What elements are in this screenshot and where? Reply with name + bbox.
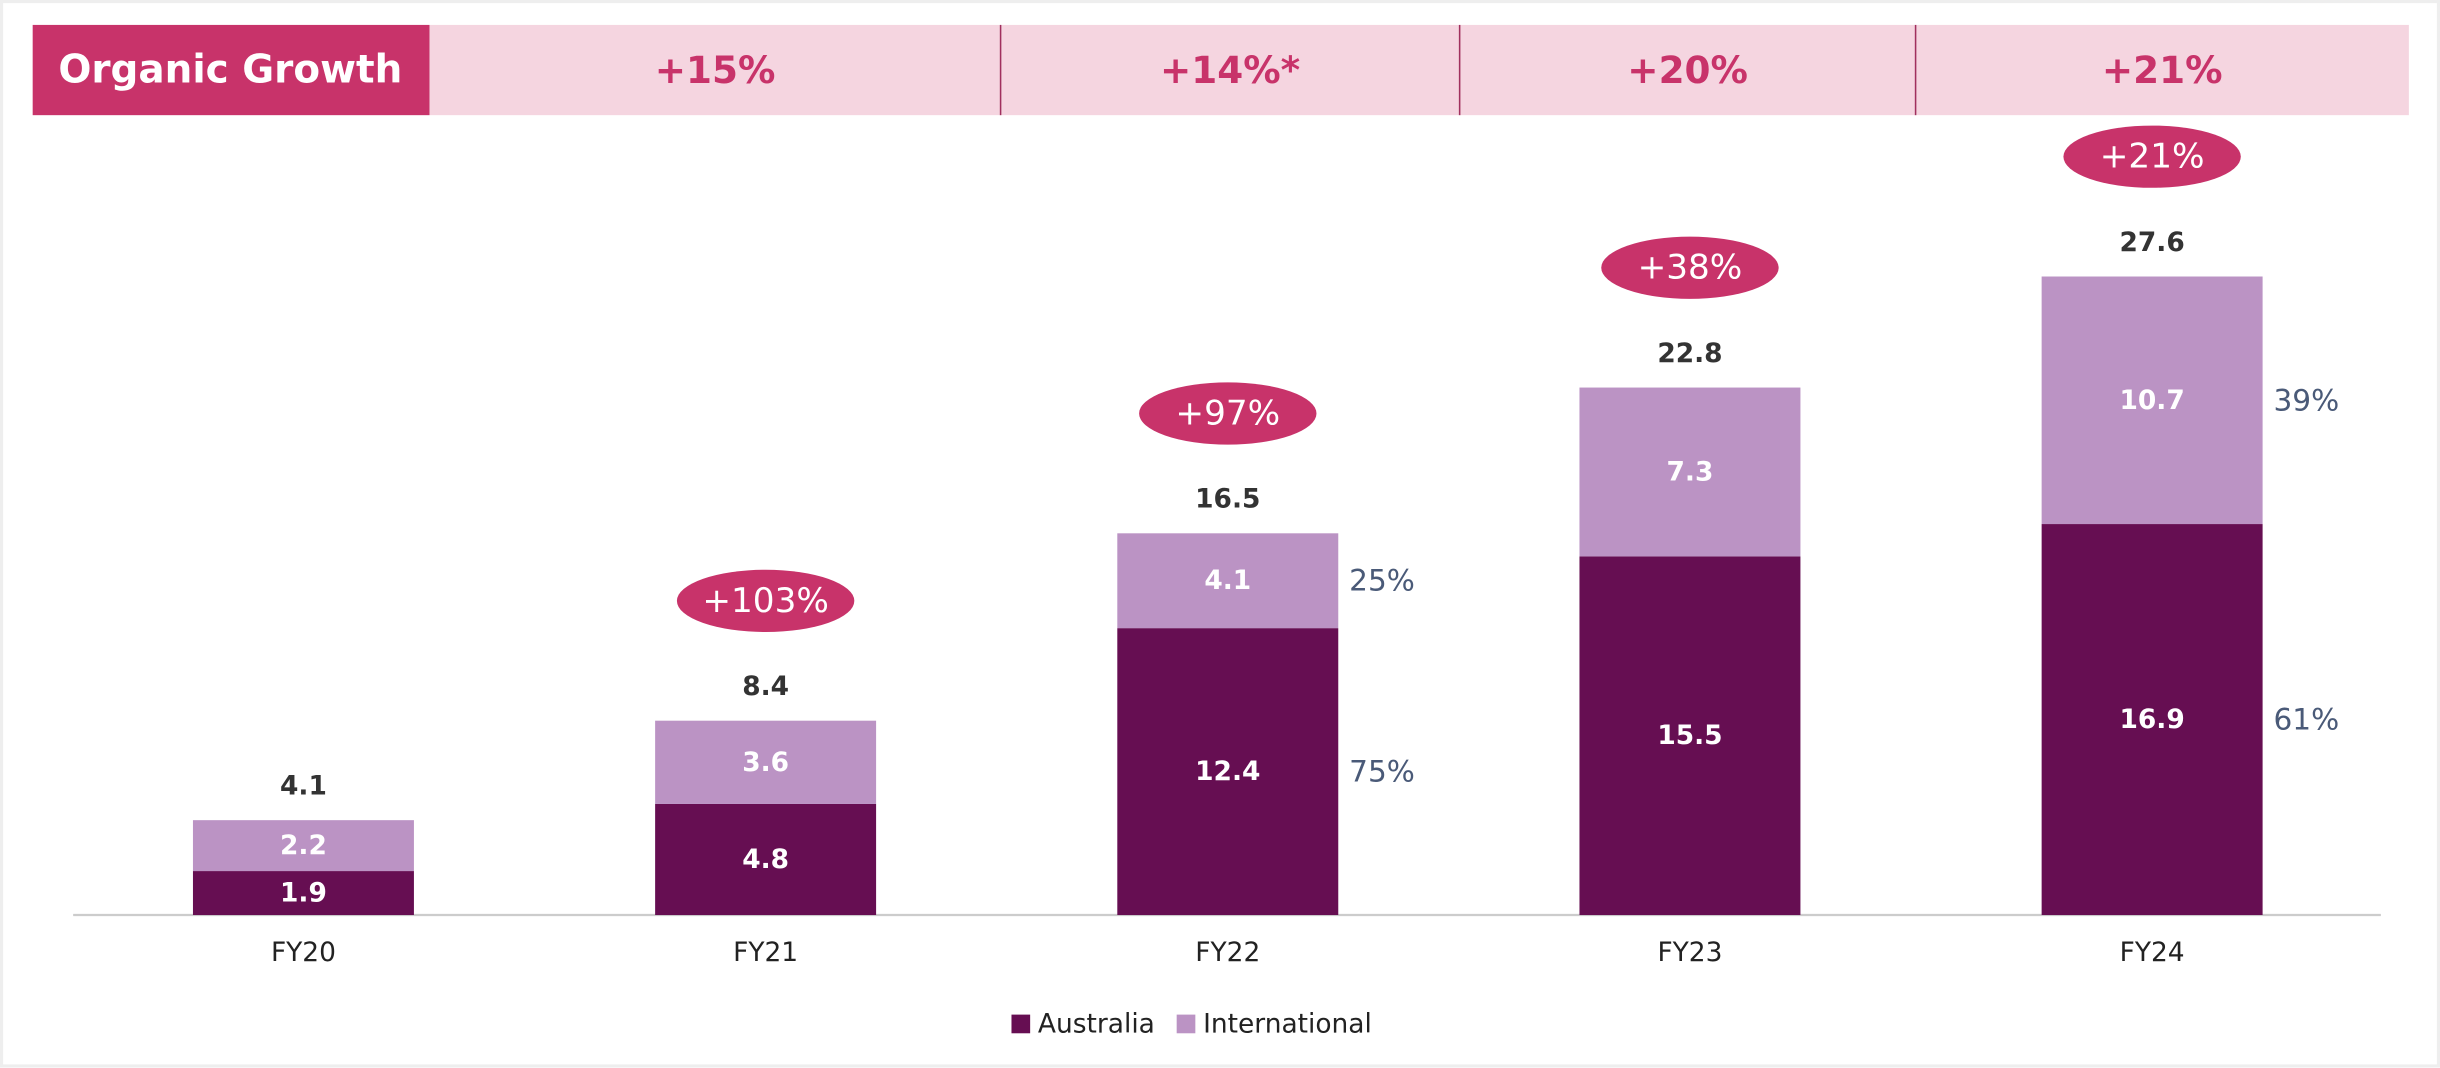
bar-segment [1117,533,1339,629]
total-label: 4.1 [280,770,327,801]
growth-bubble [676,569,855,632]
share-label: 25% [1349,564,1415,598]
legend-swatch [1011,1014,1031,1034]
growth-label: +21% [2100,137,2205,177]
legend-swatch [1176,1014,1196,1034]
share-label: 39% [2273,383,2339,417]
segment-label: 7.3 [1667,456,1714,487]
growth-bubble [1601,236,1779,299]
header-value: +21% [2102,48,2223,92]
share-label: 61% [2273,703,2339,737]
bar-segment [655,803,877,916]
total-label: 27.6 [2120,227,2185,258]
bar-segment [1579,387,1801,557]
growth-label: +97% [1175,393,1280,433]
segment-label: 4.8 [742,844,789,875]
total-label: 16.5 [1195,484,1260,515]
growth-label: +38% [1638,248,1743,288]
x-tick-label: FY24 [2120,937,2185,968]
bar-segment [192,820,414,872]
header-band [429,24,2409,116]
growth-label: +103% [702,581,828,621]
segment-label: 12.4 [1195,756,1260,787]
segment-label: 16.9 [2120,704,2185,735]
total-label: 22.8 [1657,338,1722,369]
header-value: +14%* [1160,48,1300,92]
header-label: Organic Growth [58,48,402,93]
segment-label: 3.6 [742,747,789,778]
legend-label: Australia [1038,1008,1155,1039]
header-value: +20% [1627,48,1748,92]
bar-segment [192,871,414,916]
growth-bubble [2063,125,2241,188]
segment-label: 15.5 [1657,720,1722,751]
x-tick-label: FY23 [1657,937,1722,968]
bar-segment [655,720,877,804]
segment-label: 1.9 [280,878,327,909]
bar-segment [1117,628,1339,916]
bar-segment [1579,556,1801,916]
x-tick-label: FY20 [271,937,336,968]
bar-segment [2041,276,2263,525]
segment-label: 10.7 [2120,385,2185,416]
share-label: 75% [1349,755,1415,789]
x-tick-label: FY22 [1195,937,1260,968]
header-value: +15% [655,48,776,92]
x-tick-label: FY21 [733,937,798,968]
header-label-cell [32,24,430,116]
bar-segment [2041,524,2263,916]
segment-label: 4.1 [1204,565,1251,596]
segment-label: 2.2 [280,830,327,861]
growth-bubble [1139,382,1317,445]
total-label: 8.4 [742,671,789,702]
legend-label: International [1203,1008,1372,1039]
